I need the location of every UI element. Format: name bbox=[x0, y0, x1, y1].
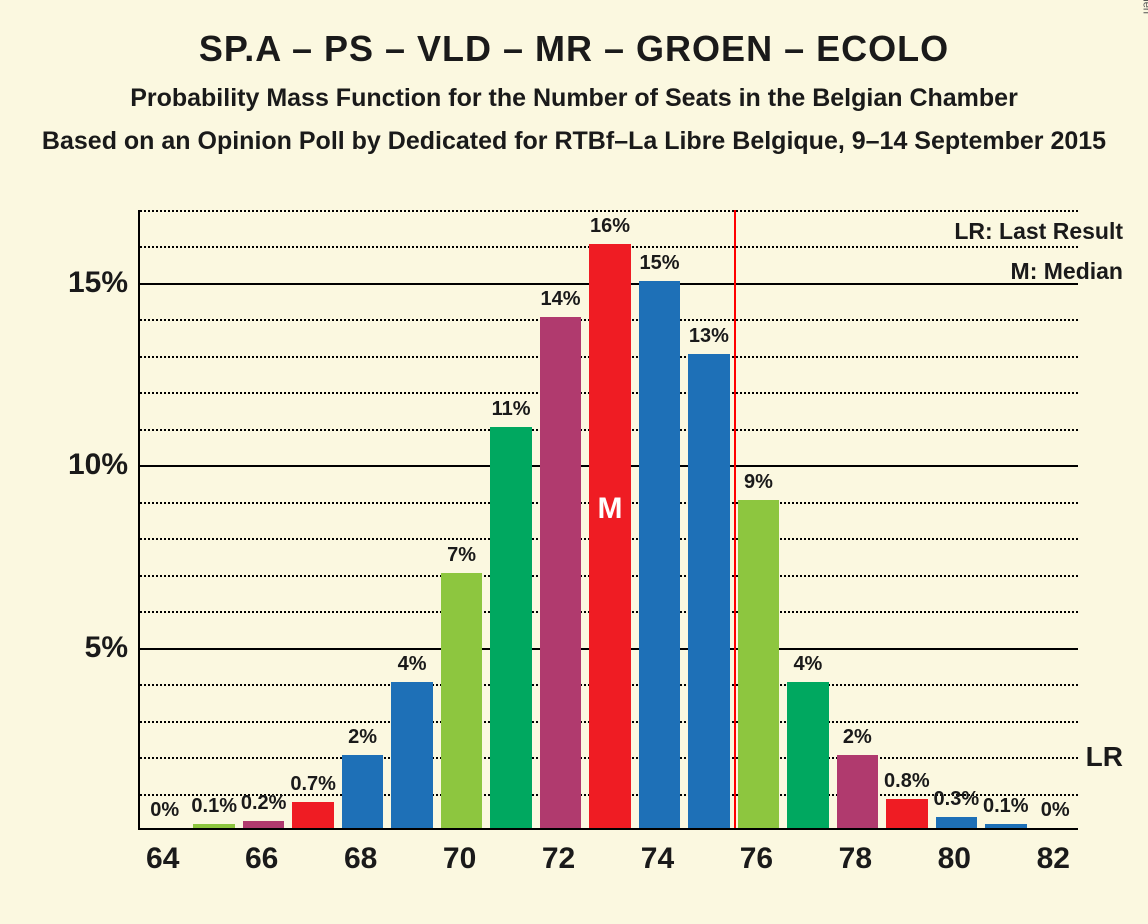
bar bbox=[738, 500, 780, 828]
bar-value-label: 14% bbox=[541, 288, 581, 311]
x-axis-tick: 68 bbox=[344, 842, 377, 876]
x-axis-tick: 76 bbox=[740, 842, 773, 876]
bar-value-label: 11% bbox=[492, 398, 531, 421]
bar bbox=[886, 799, 928, 828]
x-axis-tick: 64 bbox=[146, 842, 179, 876]
bar bbox=[391, 682, 433, 828]
last-result-line bbox=[734, 210, 736, 828]
x-axis-tick: 72 bbox=[542, 842, 575, 876]
bar-value-label: 7% bbox=[447, 544, 476, 567]
x-axis-tick: 80 bbox=[938, 842, 971, 876]
bar-value-label: 15% bbox=[639, 252, 679, 275]
bar-value-label: 13% bbox=[689, 325, 729, 348]
x-axis-tick: 70 bbox=[443, 842, 476, 876]
bar-value-label: 16% bbox=[590, 215, 630, 238]
bar-value-label: 0.3% bbox=[934, 788, 980, 811]
bar bbox=[787, 682, 829, 828]
last-result-label: LR bbox=[1086, 741, 1123, 773]
bar-value-label: 2% bbox=[843, 726, 872, 749]
bar bbox=[837, 755, 879, 828]
x-axis-tick: 78 bbox=[839, 842, 872, 876]
bar-value-label: 0.1% bbox=[191, 795, 237, 818]
median-label: M bbox=[598, 492, 623, 526]
x-axis-tick: 66 bbox=[245, 842, 278, 876]
gridline-minor bbox=[140, 210, 1078, 212]
bar-value-label: 0.1% bbox=[983, 795, 1029, 818]
bar bbox=[985, 824, 1027, 828]
bar-value-label: 0% bbox=[150, 799, 179, 822]
y-axis-tick: 15% bbox=[28, 266, 128, 300]
bar-value-label: 9% bbox=[744, 471, 773, 494]
chart-subtitle-2: Based on an Opinion Poll by Dedicated fo… bbox=[0, 127, 1148, 156]
bar bbox=[342, 755, 384, 828]
bar-value-label: 2% bbox=[348, 726, 377, 749]
bar bbox=[540, 317, 582, 828]
bar bbox=[936, 817, 978, 828]
bar bbox=[639, 281, 681, 828]
bar-value-label: 0.7% bbox=[290, 773, 336, 796]
bar bbox=[292, 802, 334, 828]
chart-title: SP.A – PS – VLD – MR – GROEN – ECOLO bbox=[0, 0, 1148, 70]
y-axis-tick: 5% bbox=[28, 631, 128, 665]
copyright-text: © 2019 Filip van Laenen bbox=[1140, 0, 1148, 14]
chart-subtitle-1: Probability Mass Function for the Number… bbox=[0, 84, 1148, 113]
y-axis-tick: 10% bbox=[28, 448, 128, 482]
bar-value-label: 4% bbox=[793, 653, 822, 676]
bar-value-label: 0.2% bbox=[241, 792, 287, 815]
x-axis-tick: 82 bbox=[1037, 842, 1070, 876]
bar-value-label: 0% bbox=[1041, 799, 1070, 822]
bar bbox=[688, 354, 730, 828]
bar bbox=[243, 821, 285, 828]
bar-value-label: 0.8% bbox=[884, 770, 930, 793]
bar bbox=[193, 824, 235, 828]
x-axis-tick: 74 bbox=[641, 842, 674, 876]
bar bbox=[589, 244, 631, 828]
chart-plot-area: 0%0.1%0.2%0.7%2%4%7%11%14%16%15%13%9%4%2… bbox=[138, 210, 1078, 830]
bar-value-label: 4% bbox=[398, 653, 427, 676]
bar bbox=[490, 427, 532, 828]
bar bbox=[441, 573, 483, 828]
